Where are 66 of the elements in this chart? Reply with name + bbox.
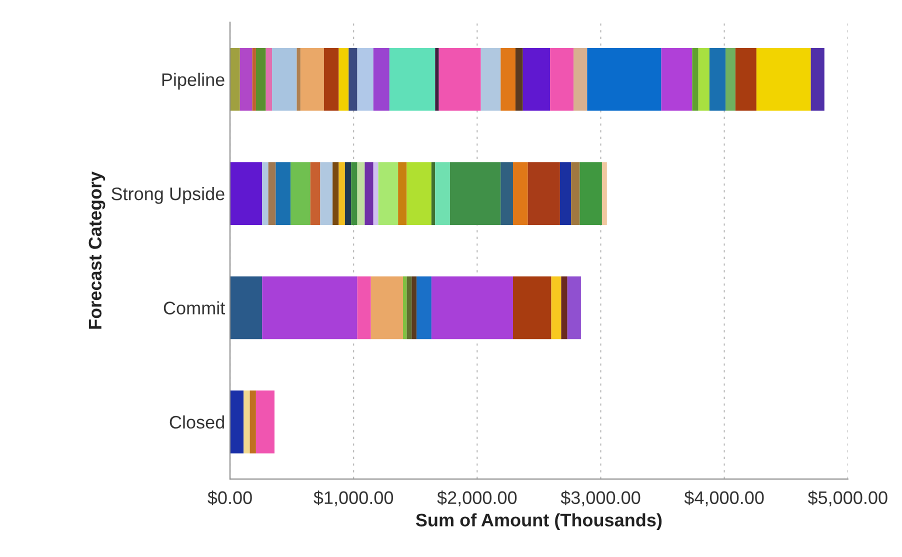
bar <box>250 390 256 454</box>
x-axis-title: Sum of Amount (Thousands) <box>416 513 662 530</box>
bar <box>378 162 398 225</box>
bar <box>756 48 811 111</box>
bar <box>406 276 412 340</box>
bar <box>726 48 736 111</box>
bar <box>348 48 358 111</box>
bar <box>290 162 310 225</box>
bar <box>574 48 588 111</box>
bar <box>230 48 240 111</box>
bar <box>587 48 662 111</box>
y-axis-title: Forecast Category <box>88 171 106 329</box>
bar <box>266 48 272 111</box>
bar <box>500 162 513 225</box>
bar <box>230 390 244 454</box>
x-tick-label: $2,000.00 <box>437 490 517 506</box>
bar <box>230 276 262 340</box>
bar <box>431 162 436 225</box>
bar <box>344 162 352 225</box>
bar <box>296 48 300 111</box>
bar <box>364 162 374 225</box>
bar <box>240 48 252 111</box>
bar <box>567 276 581 340</box>
bar <box>310 162 320 225</box>
x-tick-label: $3,000.00 <box>560 490 640 506</box>
bar <box>661 48 692 111</box>
bar <box>580 162 602 225</box>
bar <box>416 276 432 340</box>
bar <box>406 162 432 225</box>
bar <box>692 48 698 111</box>
bar <box>735 48 756 111</box>
bar <box>403 276 407 340</box>
bar <box>560 162 572 225</box>
bar <box>528 162 560 225</box>
bar <box>698 48 710 111</box>
bar <box>357 48 374 111</box>
bar <box>256 48 266 111</box>
bar <box>373 48 390 111</box>
bar <box>332 162 339 225</box>
bar <box>561 276 568 340</box>
bar <box>435 162 450 225</box>
x-tick-label: $0.00 <box>208 490 252 506</box>
x-tick-label: $1,000.00 <box>314 490 394 506</box>
bar <box>810 48 824 111</box>
x-tick-label: $4,000.00 <box>684 490 764 506</box>
bar <box>357 162 365 225</box>
bar <box>398 162 407 225</box>
y-tick-label: Pipeline <box>162 72 224 90</box>
bar <box>602 162 607 225</box>
y-tick-label: Strong Upside <box>112 187 224 204</box>
bar <box>252 48 256 111</box>
bar <box>272 48 297 111</box>
bar <box>338 48 349 111</box>
bar <box>571 162 580 225</box>
bar <box>373 162 378 225</box>
x-tick-label: $5,000.00 <box>808 490 888 506</box>
y-tick-label: Closed <box>170 415 224 429</box>
bar <box>389 48 436 111</box>
bar <box>435 48 439 111</box>
bar <box>338 162 345 225</box>
y-tick-label: Commit <box>164 301 226 314</box>
bar <box>268 162 276 225</box>
bar <box>450 162 501 225</box>
bar <box>551 276 562 340</box>
bar <box>351 162 358 225</box>
bar <box>244 390 250 454</box>
